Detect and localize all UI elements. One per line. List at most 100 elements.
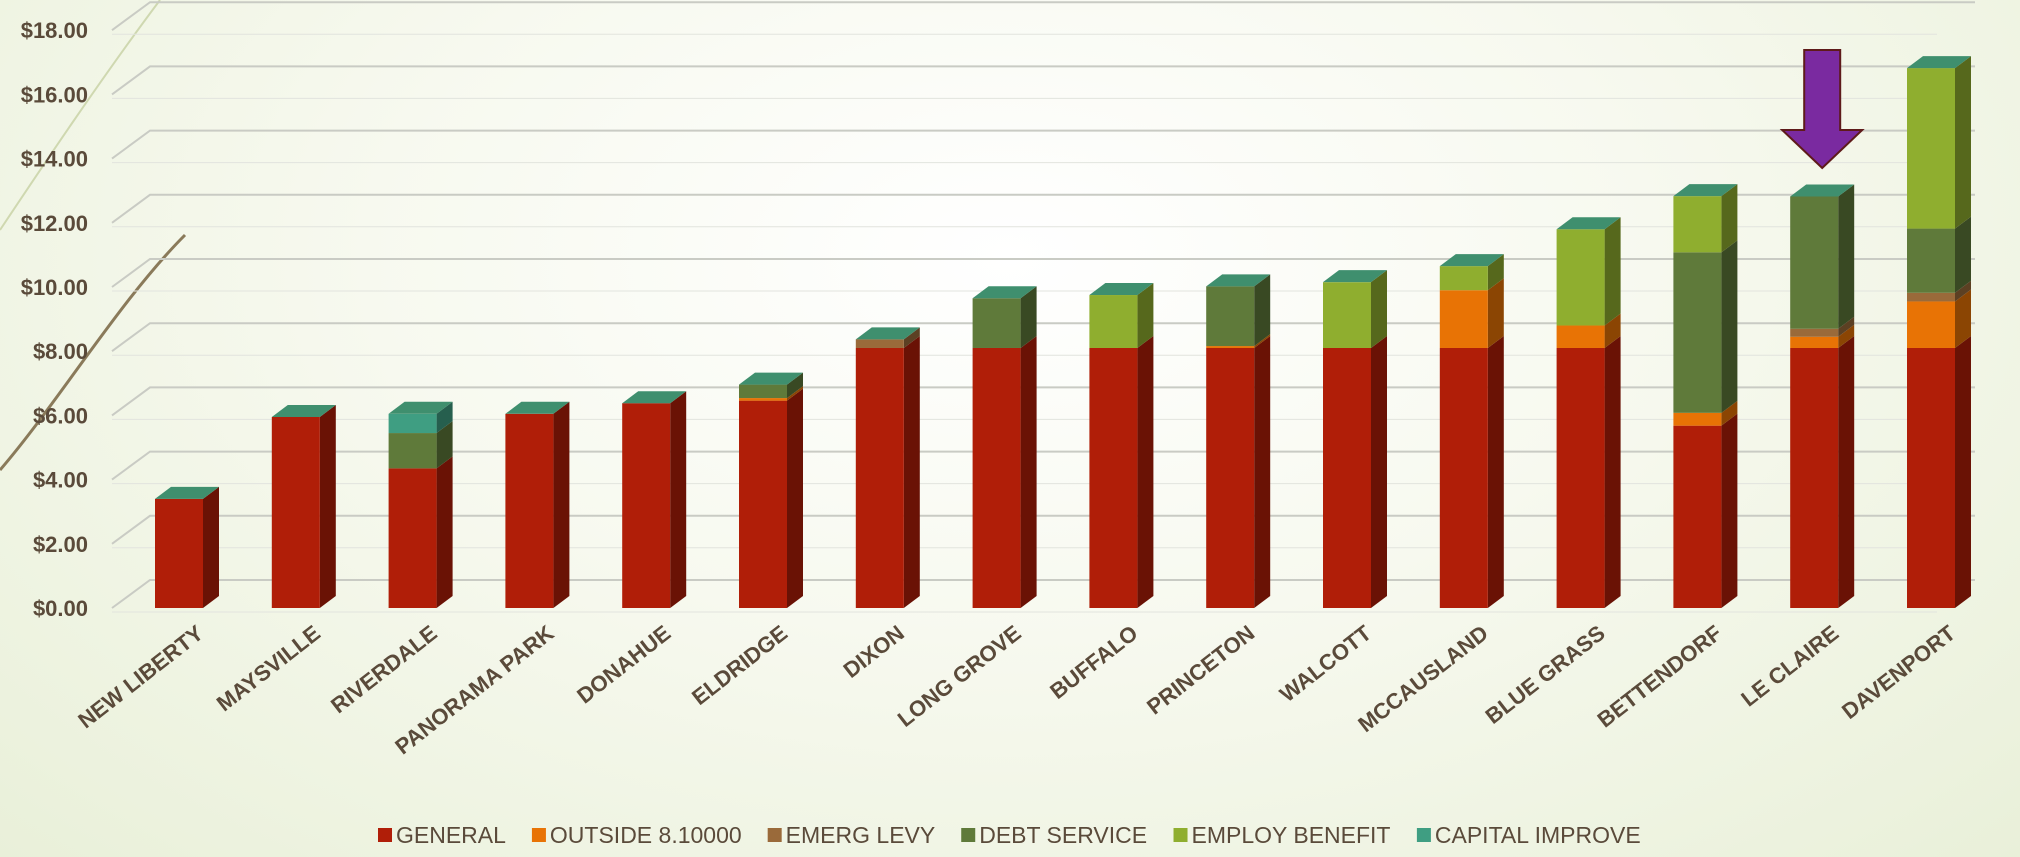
- y-tick-label: $4.00: [33, 468, 88, 493]
- legend-item: GENERAL: [378, 822, 506, 848]
- bar-top-cap: [1673, 184, 1738, 197]
- gridline: [111, 129, 1975, 160]
- legend-item: EMERG LEVY: [767, 822, 936, 848]
- bar-segment: [1323, 270, 1387, 348]
- bar-top-cap: [1907, 56, 1971, 69]
- bar-segment: [1790, 324, 1855, 348]
- bar-top-cap: [739, 372, 803, 385]
- bar-segment: [972, 286, 1037, 348]
- y-tick-label: $6.00: [33, 403, 88, 428]
- x-category-label: RIVERDALE: [326, 620, 442, 718]
- x-category-label: ELDRIDGE: [687, 620, 792, 710]
- bar-top-cap: [622, 391, 687, 404]
- legend-swatch: [961, 828, 976, 842]
- bar-segment: [739, 372, 803, 399]
- bar-segment: [1556, 217, 1621, 326]
- bar-top-cap: [1206, 274, 1271, 287]
- legend-label: CAPITAL IMPROVE: [1435, 822, 1641, 848]
- x-category-label: LONG GROVE: [893, 620, 1026, 732]
- bar-segment: [1089, 283, 1154, 348]
- bar-segment: [155, 486, 219, 608]
- bar-top-cap: [1439, 254, 1504, 267]
- bar-segment: [271, 405, 336, 608]
- legend-swatch: [1416, 828, 1431, 842]
- legend-label: DEBT SERVICE: [979, 822, 1147, 848]
- bar-segment: [739, 388, 803, 608]
- legend-swatch: [531, 828, 546, 842]
- bar-segment: [855, 335, 920, 608]
- x-category-label: NEW LIBERTY: [73, 620, 208, 733]
- bar-segment: [1673, 400, 1738, 426]
- gridline: [111, 258, 1975, 288]
- legend-label: EMPLOY BENEFIT: [1192, 822, 1391, 848]
- legend-label: EMERG LEVY: [786, 822, 936, 848]
- bar-segment: [1907, 56, 1971, 229]
- x-category-label: LE CLAIRE: [1736, 620, 1843, 711]
- bar-segment: [1673, 413, 1738, 608]
- bar-top-cap: [388, 401, 453, 414]
- y-tick-label: $2.00: [33, 532, 88, 557]
- bar-segment: [1673, 184, 1738, 253]
- y-tick-label: $8.00: [33, 339, 88, 364]
- bar-segment: [1206, 334, 1271, 348]
- bar-top-cap: [155, 486, 219, 499]
- bar-segment: [1089, 335, 1154, 608]
- y-tick-label: $16.00: [21, 82, 88, 107]
- bar-segment: [388, 401, 453, 434]
- gridline: [111, 193, 1975, 224]
- bar-segment: [1790, 316, 1855, 337]
- bar-top-cap: [972, 286, 1037, 299]
- x-category-label: WALCOTT: [1275, 620, 1377, 707]
- bar-segment: [1907, 289, 1971, 348]
- bar-segment: [1907, 280, 1971, 302]
- x-category-label: DAVENPORT: [1837, 620, 1960, 724]
- bar-segment: [1439, 278, 1504, 348]
- decorative-curve: [0, 0, 161, 231]
- y-tick-label: $14.00: [21, 147, 88, 172]
- x-category-label: DONAHUE: [572, 620, 675, 708]
- bar-segment: [855, 327, 920, 348]
- y-tick-label: $0.00: [33, 596, 88, 621]
- annotation-down-arrow: [1779, 49, 1865, 170]
- bar-segment: [1790, 184, 1855, 329]
- y-tick-label: $10.00: [21, 275, 88, 300]
- bar-top-cap: [505, 401, 570, 414]
- bar-segment: [1206, 274, 1271, 347]
- bar-segment: [1673, 240, 1738, 413]
- bar-segment: [388, 421, 453, 469]
- y-axis-tick-labels: $0.00 $2.00 $4.00 $6.00 $8.00 $10.00 $12.00 $14…: [21, 18, 88, 621]
- x-category-label: BUFFALO: [1045, 620, 1142, 704]
- bars: [155, 56, 1971, 608]
- bar-segment: [972, 335, 1037, 608]
- bar-top-cap: [271, 405, 336, 418]
- x-category-label: BETTENDORF: [1593, 620, 1727, 732]
- x-category-label: PRINCETON: [1142, 620, 1259, 719]
- x-category-label: DIXON: [839, 620, 909, 683]
- bar-top-cap: [1323, 270, 1387, 283]
- decorative-curve: [0, 233, 187, 471]
- legend-item: OUTSIDE 8.10000: [531, 822, 742, 848]
- bar-segment: [1206, 335, 1271, 608]
- legend-label: OUTSIDE 8.10000: [550, 822, 742, 848]
- y-tick-label: $12.00: [21, 211, 88, 236]
- x-category-label: BLUE GRASS: [1481, 620, 1610, 729]
- legend-swatch: [1173, 828, 1188, 842]
- bar-segment: [1323, 335, 1387, 608]
- background-decoration: [0, 0, 187, 471]
- bar-segment: [1907, 335, 1971, 608]
- bar-segment: [1907, 216, 1971, 293]
- bar-top-cap: [1790, 184, 1855, 197]
- legend: GENERAL OUTSIDE 8.10000 EMERG LEVY DEBT SER…: [378, 822, 1641, 848]
- gridline: [111, 1, 1975, 32]
- bar-segment: [1439, 335, 1504, 608]
- x-category-label: MAYSVILLE: [212, 620, 325, 716]
- annotations: [1779, 49, 1865, 170]
- bar-top-cap: [855, 327, 920, 340]
- bar-segment: [1556, 313, 1621, 348]
- y-tick-label: $18.00: [21, 18, 88, 43]
- legend-item: CAPITAL IMPROVE: [1416, 822, 1641, 848]
- bar-segment: [505, 401, 570, 608]
- legend-item: EMPLOY BENEFIT: [1173, 822, 1391, 848]
- bar-top-cap: [1089, 283, 1154, 296]
